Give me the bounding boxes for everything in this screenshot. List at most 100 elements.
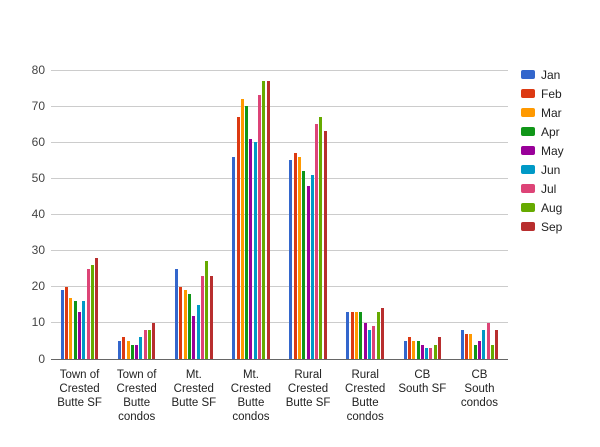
- legend-item: Feb: [521, 84, 564, 103]
- legend-swatch-icon: [521, 127, 535, 136]
- x-axis-category-label-line: Rural: [294, 369, 322, 381]
- x-axis-category-label-line: Crested: [59, 383, 100, 395]
- legend-swatch-icon: [521, 70, 535, 79]
- x-axis-category-label: Rural Crested Butte condos: [333, 368, 398, 424]
- bar: [95, 258, 98, 359]
- bar: [148, 330, 151, 359]
- bar: [127, 341, 130, 359]
- x-axis-category-label-line: Crested: [345, 383, 386, 395]
- bar: [267, 81, 270, 359]
- legend-item: Jul: [521, 179, 564, 198]
- bar: [131, 345, 134, 359]
- bar: [355, 312, 358, 359]
- legend-item: Aug: [521, 198, 564, 217]
- bar: [307, 186, 310, 359]
- legend-swatch-icon: [521, 222, 535, 231]
- y-axis-tick-label: 80: [31, 62, 45, 77]
- x-axis-category-label-line: CB: [414, 369, 431, 381]
- bar: [197, 305, 200, 359]
- bar: [91, 265, 94, 359]
- bar: [192, 316, 195, 359]
- x-axis-category-label-line: condos: [118, 411, 156, 423]
- bar: [429, 348, 432, 359]
- bar: [346, 312, 349, 359]
- bar: [417, 341, 420, 359]
- bar: [302, 171, 305, 359]
- gridline: [51, 177, 508, 179]
- x-axis-category-label: Town of Crested Butte SF: [47, 368, 112, 410]
- x-axis-category-label: Rural Crested Butte SF: [276, 368, 341, 410]
- legend-swatch-icon: [521, 89, 535, 98]
- bar: [118, 341, 121, 359]
- x-axis-category-label-line: Butte SF: [285, 397, 331, 409]
- legend-swatch-icon: [521, 203, 535, 212]
- y-axis-tick-label: 30: [31, 243, 45, 258]
- gridline: [51, 322, 508, 324]
- x-axis-category-label-line: Town of: [116, 369, 157, 381]
- legend-label: Jul: [541, 181, 557, 196]
- y-axis-tick-label: 40: [31, 207, 45, 221]
- gridline: [51, 105, 508, 107]
- bar: [487, 323, 490, 359]
- x-axis-category-label-line: Butte SF: [57, 397, 102, 409]
- bar: [152, 323, 155, 359]
- y-axis-tick-label: 10: [31, 315, 45, 330]
- bar: [254, 142, 257, 359]
- bar: [315, 124, 318, 359]
- legend-label: Sep: [541, 219, 563, 234]
- gridline: [51, 214, 508, 215]
- x-axis-category-label-line: Crested: [287, 383, 329, 395]
- bar: [364, 323, 367, 359]
- x-axis-category-label-line: Mt.: [185, 369, 202, 381]
- bar: [144, 330, 147, 359]
- bar: [372, 326, 375, 359]
- y-axis-tick-label: 60: [31, 134, 45, 149]
- legend-item: Jun: [521, 160, 564, 179]
- x-axis-category-label: CB South condos: [447, 368, 512, 410]
- bar: [359, 312, 362, 359]
- x-baseline: [51, 358, 508, 360]
- bar: [135, 345, 138, 359]
- bar: [412, 341, 415, 359]
- legend-item: Sep: [521, 217, 564, 236]
- bar: [65, 287, 68, 359]
- legend-item: Jan: [521, 65, 564, 84]
- x-axis-category-label: CB South SF: [390, 368, 455, 396]
- bar: [469, 334, 472, 359]
- bar: [368, 330, 371, 359]
- x-axis-category-label-line: South SF: [398, 383, 447, 395]
- legend-label: Jun: [541, 162, 561, 177]
- x-axis-category-label-line: condos: [346, 411, 384, 423]
- x-axis-category-label-line: Butte: [237, 397, 265, 409]
- gridline: [51, 250, 508, 252]
- gridline: [51, 141, 508, 143]
- y-axis-tick-label: 70: [31, 98, 45, 113]
- bar: [237, 117, 240, 359]
- bar: [294, 153, 297, 359]
- x-axis-category-label-line: Crested: [173, 383, 214, 395]
- bar: [87, 269, 90, 359]
- bar: [78, 312, 81, 359]
- legend-label: Jan: [541, 67, 561, 82]
- bar: [324, 131, 327, 359]
- legend-item: May: [521, 141, 564, 160]
- y-axis-tick-label: 50: [31, 170, 45, 185]
- legend: Jan Feb Mar Apr May Jun Jul Aug Sep: [521, 65, 564, 236]
- x-axis-category-label: Mt. Crested Butte SF: [161, 368, 226, 410]
- bar: [381, 308, 384, 359]
- bar: [241, 99, 244, 359]
- bar: [188, 294, 191, 359]
- legend-label: May: [541, 143, 564, 158]
- legend-label: Mar: [541, 105, 562, 120]
- x-axis-category-label-line: Butte SF: [171, 397, 217, 409]
- bar: [438, 337, 441, 359]
- bar: [482, 330, 485, 359]
- bar: [474, 345, 477, 359]
- legend-swatch-icon: [521, 184, 535, 193]
- bar: [377, 312, 380, 359]
- legend-label: Feb: [541, 86, 562, 101]
- bar: [175, 269, 178, 359]
- bar: [61, 290, 64, 359]
- bar: [210, 276, 213, 359]
